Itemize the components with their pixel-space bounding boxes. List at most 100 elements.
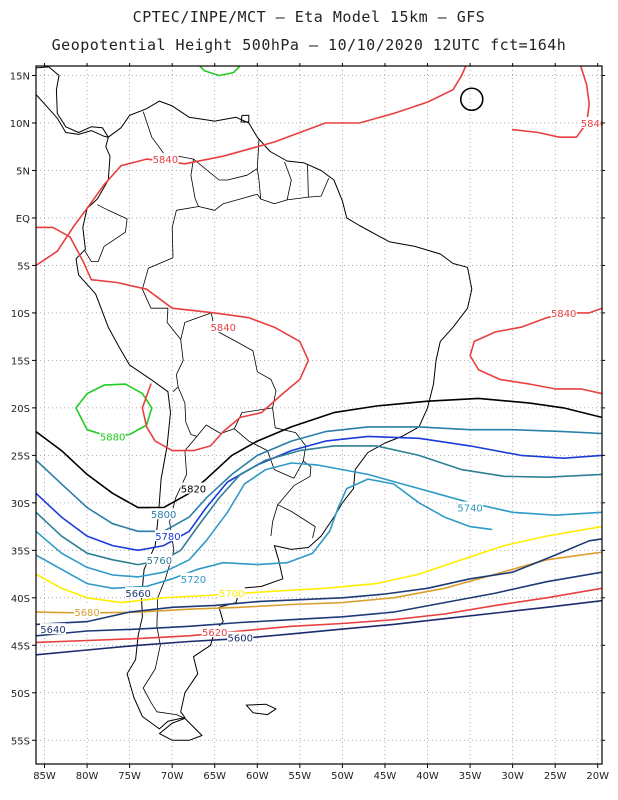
contour-label-bg xyxy=(99,430,126,442)
contour-label-5780: 5780 xyxy=(155,532,180,543)
lon-tick-label: 65W xyxy=(203,771,226,782)
contour-5640 xyxy=(36,571,602,637)
contour-5700 xyxy=(36,525,602,604)
coastline-falklands xyxy=(245,703,277,716)
contour-5720 xyxy=(36,478,493,590)
contour-label-bg xyxy=(180,572,207,584)
contour-label-bg xyxy=(152,153,179,165)
contour-label-5600: 5600 xyxy=(228,634,253,645)
lat-tick-label: 5S xyxy=(17,261,30,272)
lon-tick-label: 35W xyxy=(459,771,482,782)
contour-label-bg xyxy=(201,625,228,637)
country-border xyxy=(256,168,330,205)
lon-tick-label: 45W xyxy=(374,771,397,782)
coastline-central-america xyxy=(36,66,109,138)
lon-tick-label: 85W xyxy=(33,771,56,782)
contour-label-bg xyxy=(180,482,207,494)
lon-tick-label: 30W xyxy=(501,771,524,782)
lon-tick-label: 40W xyxy=(416,771,439,782)
coastline-tierra-del-fuego xyxy=(158,717,203,741)
lat-tick-label: 35S xyxy=(11,546,30,557)
contour-5880 xyxy=(198,66,242,77)
contour-label-5840: 5840 xyxy=(153,155,178,166)
lon-tick-label: 55W xyxy=(289,771,312,782)
country-border xyxy=(180,312,277,437)
contour-label-bg xyxy=(154,530,181,542)
high-pressure-marker xyxy=(459,87,484,112)
lat-tick-label: 20S xyxy=(11,404,30,415)
lon-tick-label: 25W xyxy=(544,771,567,782)
lat-tick-label: 30S xyxy=(11,499,30,510)
lat-tick-label: 50S xyxy=(11,689,30,700)
figure-title: CPTEC/INPE/MCT – Eta Model 15km – GFS xyxy=(132,8,486,26)
figure-subtitle: Geopotential Height 500hPa – 10/10/2020 … xyxy=(51,36,567,54)
contour-label-bg xyxy=(550,306,577,318)
lat-tick-label: 5N xyxy=(16,166,30,177)
contour-label-bg xyxy=(457,501,484,513)
coastline-puerto-rico xyxy=(196,42,210,47)
contour-label-5820: 5820 xyxy=(181,485,206,496)
contour-label-5880: 5880 xyxy=(100,432,125,443)
contour-5680 xyxy=(36,551,602,614)
contour-label-bg xyxy=(74,606,101,618)
lon-tick-label: 80W xyxy=(76,771,99,782)
contour-5840 xyxy=(511,66,590,138)
country-border xyxy=(277,460,316,539)
contour-5840 xyxy=(469,307,602,395)
lat-tick-label: 15N xyxy=(10,71,30,82)
lat-tick-label: 40S xyxy=(11,594,30,605)
lon-tick-label: 50W xyxy=(331,771,354,782)
contour-5840 xyxy=(36,66,467,267)
contour-label-5680: 5680 xyxy=(74,608,99,619)
country-border xyxy=(142,111,199,258)
contour-5600 xyxy=(36,599,602,656)
contour-5620 xyxy=(36,587,602,644)
contour-5760 xyxy=(36,445,602,566)
country-border xyxy=(84,204,128,262)
lat-tick-label: 45S xyxy=(11,641,30,652)
contour-label-bg xyxy=(40,623,67,635)
contour-label-bg xyxy=(218,587,245,599)
lat-tick-label: 10S xyxy=(11,309,30,320)
contour-label-5840: 5840 xyxy=(211,323,236,334)
lat-tick-label: 25S xyxy=(11,451,30,462)
contour-5660 xyxy=(36,538,602,626)
contour-label-5840: 5840 xyxy=(551,309,576,320)
country-border xyxy=(142,257,184,392)
lon-tick-label: 75W xyxy=(118,771,141,782)
contour-5780 xyxy=(36,435,602,552)
country-border xyxy=(284,161,292,200)
coastline-south-america xyxy=(75,100,473,730)
lon-tick-label: 70W xyxy=(161,771,184,782)
lat-tick-label: EQ xyxy=(16,214,30,225)
country-border xyxy=(307,164,309,198)
contour-label-5700: 5700 xyxy=(219,589,244,600)
contour-label-5840: 5840 xyxy=(581,119,606,130)
contour-label-bg xyxy=(125,587,152,599)
contour-5840 xyxy=(36,226,310,452)
contour-label-5740: 5740 xyxy=(457,504,482,515)
contour-label-5800: 5800 xyxy=(151,510,176,521)
lon-tick-label: 60W xyxy=(246,771,269,782)
contour-5800 xyxy=(36,426,602,533)
contour-label-5640: 5640 xyxy=(40,625,65,636)
country-border xyxy=(198,193,262,211)
lon-tick-label: 20W xyxy=(586,771,609,782)
lat-tick-label: 10N xyxy=(10,119,30,130)
contour-label-bg xyxy=(146,553,173,565)
country-border xyxy=(270,504,279,537)
contour-label-5720: 5720 xyxy=(181,575,206,586)
country-border xyxy=(193,139,260,181)
contour-label-bg xyxy=(210,321,237,333)
contour-label-5620: 5620 xyxy=(202,628,227,639)
contour-label-5760: 5760 xyxy=(147,556,172,567)
contour-label-bg xyxy=(580,116,602,128)
contour-label-bg xyxy=(227,631,254,643)
contour-5740 xyxy=(36,462,602,578)
contour-label-bg xyxy=(150,508,177,520)
country-border xyxy=(234,407,307,479)
plot-area: 5880 5840 5840 5840 5840 5820 5800 5780 5760 5740… xyxy=(36,42,606,764)
country-border xyxy=(142,386,198,719)
